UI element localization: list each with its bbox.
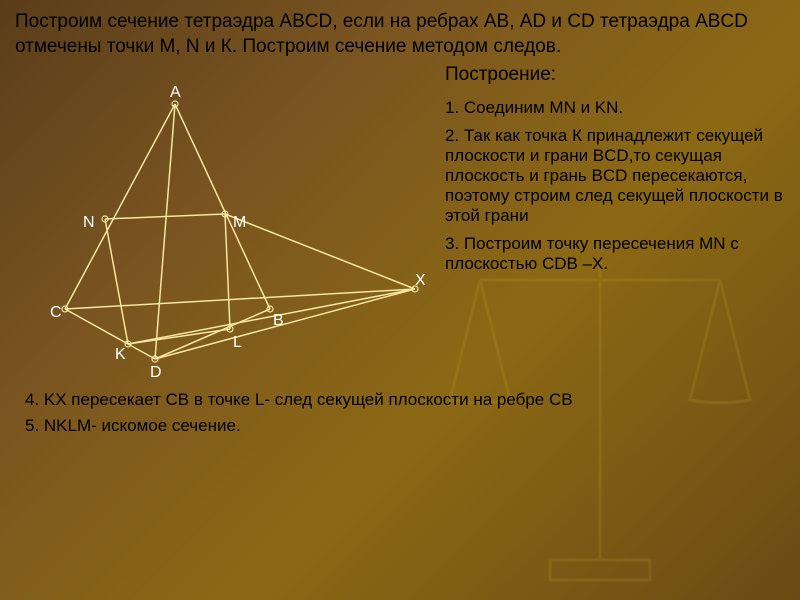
step-5: 5. NKLM- искомое сечение.	[25, 416, 785, 436]
point-label-a: A	[170, 84, 181, 102]
step-1: 1. Соединим MN и KN.	[445, 98, 785, 118]
point-label-d: D	[150, 364, 162, 382]
point-label-k: K	[115, 346, 126, 364]
step-2: 2. Так как точка К принадлежит секущей п…	[445, 126, 785, 226]
construction-title: Построение:	[445, 64, 785, 86]
problem-statement: Построим сечение тетраэдра ABCD, если на…	[15, 10, 785, 59]
point-label-n: N	[83, 214, 95, 232]
tetrahedron-diagram	[15, 64, 435, 384]
point-label-m: M	[233, 214, 246, 232]
diagram: A B C D M N K L X	[15, 64, 435, 384]
step-4: 4. KX пересекает СВ в точке L- след секу…	[25, 390, 785, 410]
point-label-c: C	[50, 304, 62, 322]
point-label-b: B	[273, 312, 284, 330]
point-label-l: L	[233, 334, 242, 352]
step-3: 3. Построим точку пересечения MN с плоск…	[445, 234, 785, 274]
point-label-x: X	[415, 272, 426, 290]
